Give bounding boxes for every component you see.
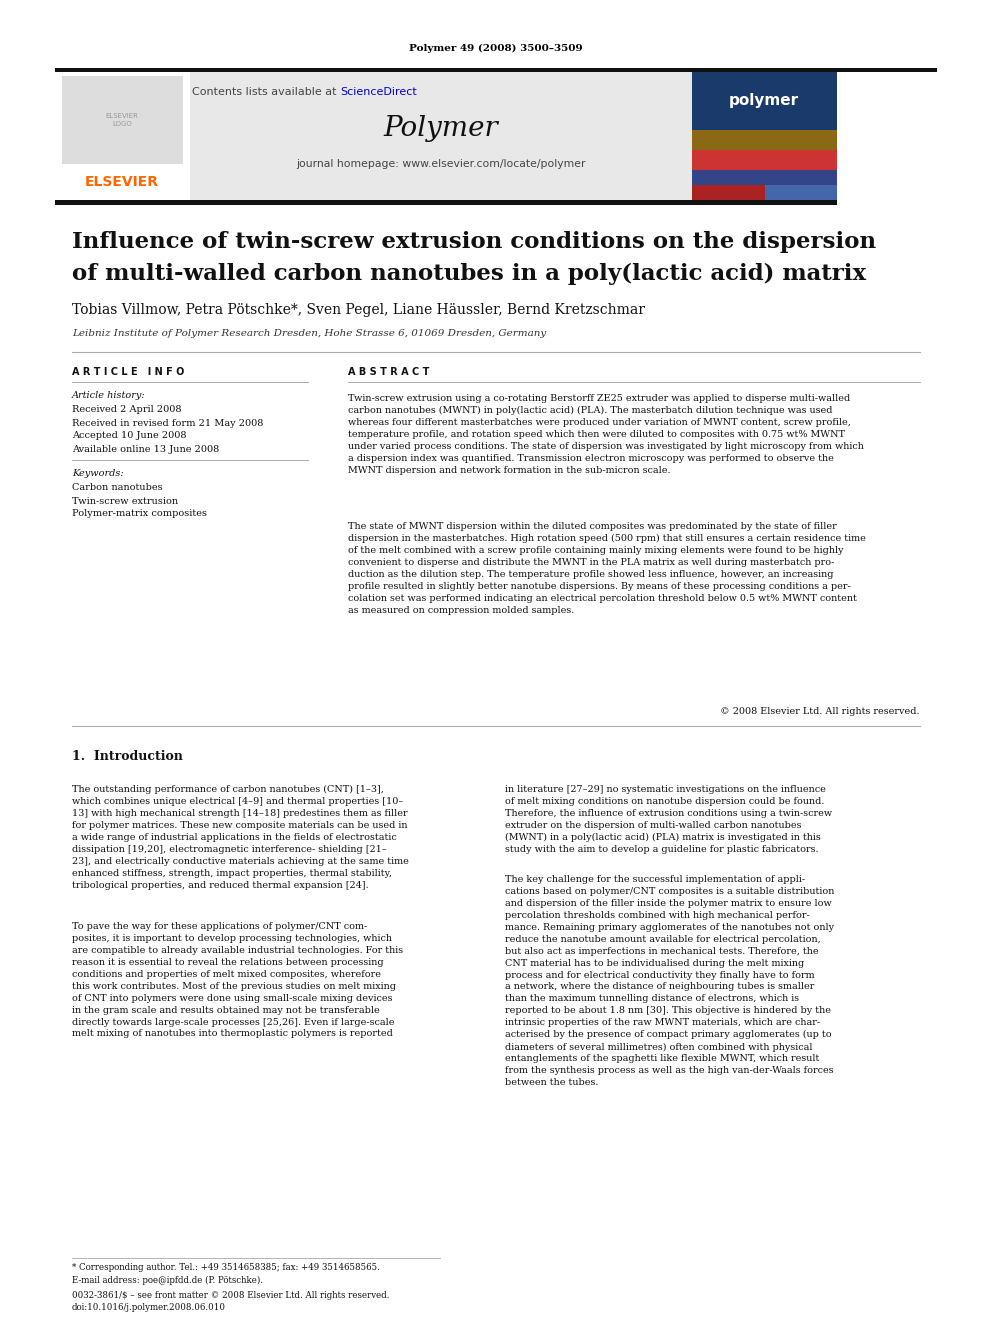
Bar — [692, 185, 765, 200]
Text: Received 2 April 2008: Received 2 April 2008 — [72, 406, 182, 414]
Text: Article history:: Article history: — [72, 392, 146, 401]
Text: E-mail address: poe@ipfdd.de (P. Pötschke).: E-mail address: poe@ipfdd.de (P. Pötschk… — [72, 1275, 263, 1285]
Text: journal homepage: www.elsevier.com/locate/polymer: journal homepage: www.elsevier.com/locat… — [297, 159, 585, 169]
Text: Polymer-matrix composites: Polymer-matrix composites — [72, 509, 207, 519]
Bar — [692, 130, 837, 149]
Text: Received in revised form 21 May 2008: Received in revised form 21 May 2008 — [72, 418, 263, 427]
Bar — [190, 71, 692, 200]
Text: To pave the way for these applications of polymer/CNT com-
posites, it is import: To pave the way for these applications o… — [72, 922, 403, 1039]
Text: Influence of twin-screw extrusion conditions on the dispersion: Influence of twin-screw extrusion condit… — [72, 232, 876, 253]
Text: Twin-screw extrusion using a co-rotating Berstorff ZE25 extruder was applied to : Twin-screw extrusion using a co-rotating… — [348, 394, 864, 475]
Text: © 2008 Elsevier Ltd. All rights reserved.: © 2008 Elsevier Ltd. All rights reserved… — [720, 708, 920, 717]
Text: Carbon nanotubes: Carbon nanotubes — [72, 483, 163, 492]
Bar — [692, 71, 837, 200]
Text: Twin-screw extrusion: Twin-screw extrusion — [72, 496, 179, 505]
Text: in literature [27–29] no systematic investigations on the influence
of melt mixi: in literature [27–29] no systematic inve… — [505, 785, 832, 853]
Text: The state of MWNT dispersion within the diluted composites was predominated by t: The state of MWNT dispersion within the … — [348, 523, 866, 615]
Text: Contents lists available at: Contents lists available at — [192, 87, 340, 97]
Bar — [692, 149, 837, 169]
Text: of multi-walled carbon nanotubes in a poly(lactic acid) matrix: of multi-walled carbon nanotubes in a po… — [72, 263, 866, 284]
Text: Available online 13 June 2008: Available online 13 June 2008 — [72, 445, 219, 454]
Text: 0032-3861/$ – see front matter © 2008 Elsevier Ltd. All rights reserved.: 0032-3861/$ – see front matter © 2008 El… — [72, 1291, 390, 1301]
Text: ScienceDirect: ScienceDirect — [340, 87, 417, 97]
Text: Tobias Villmow, Petra Pötschke*, Sven Pegel, Liane Häussler, Bernd Kretzschmar: Tobias Villmow, Petra Pötschke*, Sven Pe… — [72, 303, 645, 318]
Text: The key challenge for the successful implementation of appli-
cations based on p: The key challenge for the successful imp… — [505, 875, 834, 1088]
Text: ELSEVIER: ELSEVIER — [85, 175, 159, 189]
Bar — [765, 185, 837, 200]
Text: The outstanding performance of carbon nanotubes (CNT) [1–3],
which combines uniq: The outstanding performance of carbon na… — [72, 785, 409, 889]
Text: Accepted 10 June 2008: Accepted 10 June 2008 — [72, 431, 186, 441]
Text: Keywords:: Keywords: — [72, 470, 124, 479]
Bar — [55, 67, 937, 71]
Text: A R T I C L E   I N F O: A R T I C L E I N F O — [72, 366, 185, 377]
Text: polymer: polymer — [729, 93, 800, 107]
Text: * Corresponding author. Tel.: +49 3514658385; fax: +49 3514658565.: * Corresponding author. Tel.: +49 351465… — [72, 1263, 380, 1273]
Text: A B S T R A C T: A B S T R A C T — [348, 366, 430, 377]
Bar — [692, 169, 837, 185]
Bar — [55, 71, 190, 200]
Text: Polymer 49 (2008) 3500–3509: Polymer 49 (2008) 3500–3509 — [409, 44, 583, 53]
Text: Leibniz Institute of Polymer Research Dresden, Hohe Strasse 6, 01069 Dresden, Ge: Leibniz Institute of Polymer Research Dr… — [72, 329, 547, 339]
Text: ELSEVIER
LOGO: ELSEVIER LOGO — [105, 114, 139, 127]
Text: Polymer: Polymer — [384, 115, 498, 142]
Bar — [62, 75, 183, 164]
Text: 1.  Introduction: 1. Introduction — [72, 750, 183, 762]
Bar — [55, 200, 837, 205]
Text: doi:10.1016/j.polymer.2008.06.010: doi:10.1016/j.polymer.2008.06.010 — [72, 1303, 226, 1312]
